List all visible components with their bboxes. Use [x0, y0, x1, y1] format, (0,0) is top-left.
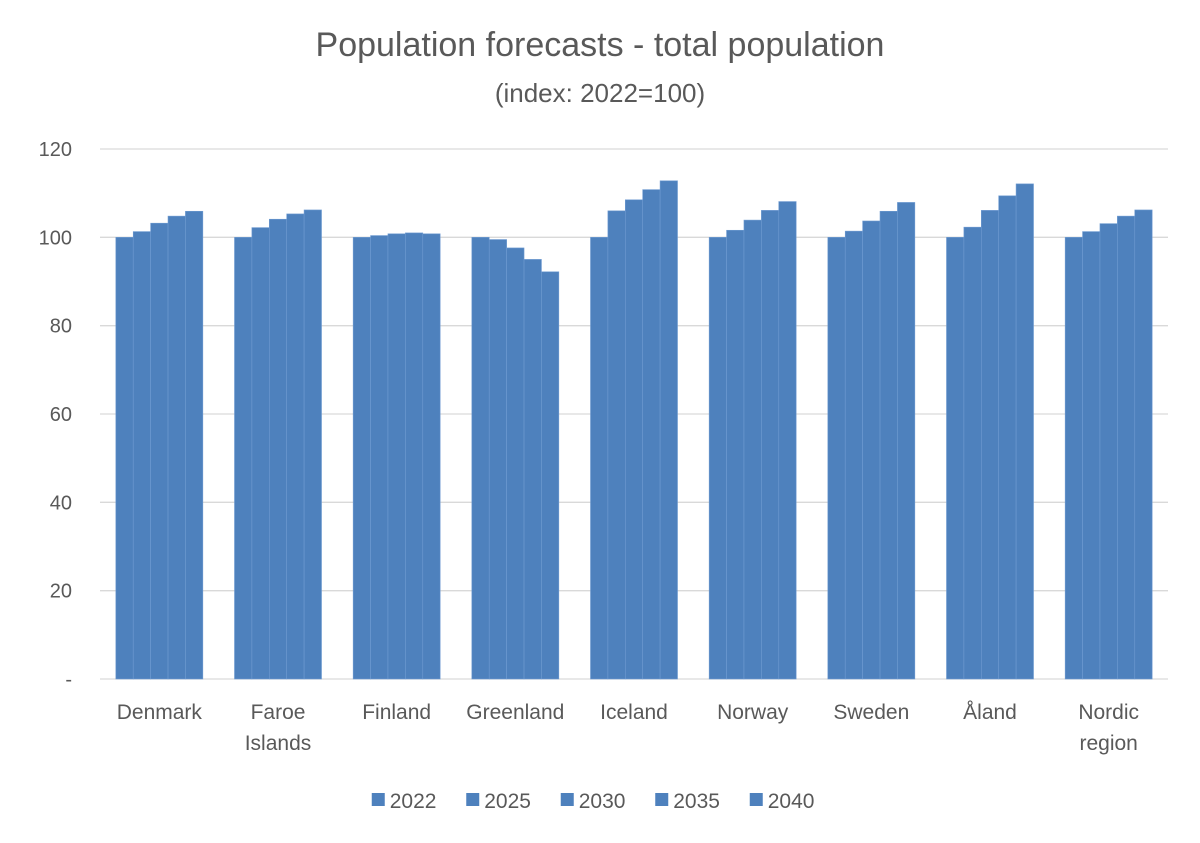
y-tick-label: -: [65, 669, 72, 691]
bar: [471, 237, 490, 680]
bar: [778, 201, 797, 680]
legend-swatch: [560, 793, 574, 806]
x-tick-label: Nordic: [1078, 701, 1139, 724]
bar: [387, 233, 406, 680]
bar: [963, 226, 982, 680]
bar: [743, 219, 762, 680]
bar: [1082, 231, 1101, 680]
legend-label: 2022: [390, 790, 437, 813]
legend-swatch: [655, 793, 669, 806]
bar: [268, 218, 287, 680]
x-tick-label: Faroe: [251, 701, 306, 724]
bar: [708, 237, 727, 680]
x-tick-label: Sweden: [833, 701, 909, 724]
chart-subtitle: (index: 2022=100): [494, 78, 706, 108]
bar: [1015, 183, 1034, 680]
bar: [115, 237, 134, 680]
bar: [286, 213, 305, 680]
y-tick-label: 100: [39, 227, 72, 249]
bar: [370, 235, 389, 680]
bar: [1064, 237, 1083, 680]
bar: [167, 215, 186, 680]
bar: [506, 247, 525, 680]
bar: [185, 210, 204, 680]
x-tick-label: Iceland: [600, 701, 668, 724]
bar: [946, 237, 965, 680]
y-tick-label: 40: [50, 492, 72, 514]
bar: [541, 271, 560, 680]
x-tick-label: Norway: [717, 701, 789, 724]
legend-label: 2025: [484, 790, 531, 813]
bar: [827, 237, 846, 680]
bars: [115, 180, 1153, 680]
x-tick-label: Åland: [963, 701, 1017, 724]
bar: [523, 259, 542, 680]
bar: [1117, 215, 1136, 680]
bar: [879, 210, 898, 680]
y-tick-label: 20: [50, 581, 72, 603]
bar: [405, 232, 424, 680]
bar: [761, 210, 780, 680]
y-tick-label: 120: [39, 139, 72, 161]
legend-label: 2030: [579, 790, 626, 813]
bar: [234, 237, 253, 680]
x-axis-labels: Denmark Faroe Islands Finland Greenland Icela…: [117, 701, 1139, 755]
bar: [150, 222, 169, 680]
bar: [897, 202, 916, 680]
x-tick-label: Denmark: [117, 701, 203, 724]
bar: [844, 230, 863, 680]
x-tick-label: Islands: [245, 732, 312, 755]
chart-title: Population forecasts - total population: [315, 26, 885, 64]
bar: [659, 180, 678, 680]
y-tick-label: 60: [50, 404, 72, 426]
x-tick-label: Greenland: [466, 701, 564, 724]
bar: [642, 189, 661, 680]
bar: [132, 231, 151, 680]
bar: [352, 237, 371, 680]
bar: [862, 220, 881, 680]
x-tick-label: region: [1079, 732, 1137, 755]
y-axis-ticks: - 20 40 60 80 100 120: [39, 139, 72, 691]
legend-label: 2035: [673, 790, 720, 813]
bar: [303, 209, 322, 680]
legend: 2022 2025 2030 2035 2040: [371, 790, 815, 813]
bar: [1134, 209, 1153, 680]
bar: [624, 199, 643, 680]
bar: [488, 239, 507, 680]
x-tick-label: Finland: [362, 701, 431, 724]
bar: [422, 233, 441, 680]
legend-swatch: [371, 793, 385, 806]
legend-swatch: [749, 793, 763, 806]
bar: [607, 210, 626, 680]
bar: [980, 210, 999, 680]
bar: [726, 229, 745, 680]
bar: [251, 227, 270, 680]
legend-swatch: [466, 793, 480, 806]
bar: [998, 195, 1017, 680]
bar: [590, 237, 609, 680]
legend-label: 2040: [768, 790, 815, 813]
y-tick-label: 80: [50, 316, 72, 338]
bar: [1099, 223, 1118, 680]
